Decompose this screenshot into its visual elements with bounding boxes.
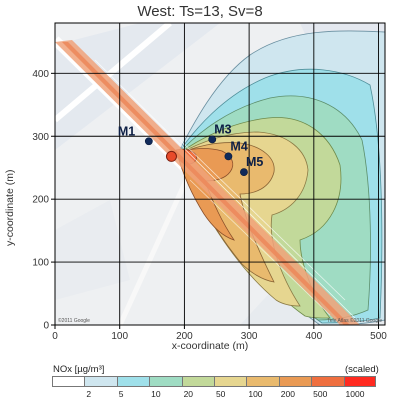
legend-tick-label: 10 bbox=[151, 389, 161, 399]
plot-frame bbox=[54, 22, 386, 326]
road bbox=[94, 59, 361, 324]
legend-swatch: 200 bbox=[278, 376, 312, 399]
legend-swatch: 500 bbox=[311, 376, 344, 399]
y-tick-label: 300 bbox=[32, 132, 49, 143]
map-layer bbox=[55, 23, 385, 325]
measurement-point-label: M1 bbox=[118, 124, 135, 138]
x-tick-label: 100 bbox=[111, 331, 128, 342]
legend-tick-label: 500 bbox=[313, 389, 328, 399]
legend-tick-label: 5 bbox=[118, 389, 124, 399]
y-axis-label: y-coordinate (m) bbox=[4, 169, 16, 246]
legend-swatch: 5 bbox=[116, 376, 150, 399]
basemap-area bbox=[55, 200, 130, 300]
map-credit: Tele Atlas ©2011 Google bbox=[327, 317, 382, 324]
measurement-points: M1 M3 M4 M5 bbox=[118, 122, 263, 177]
measurement-point bbox=[208, 135, 217, 144]
x-axis: 0 100 200 300 400 500 bbox=[52, 325, 387, 342]
road bbox=[189, 179, 331, 316]
y-axis: 0 100 200 300 400 bbox=[32, 69, 55, 332]
legend-tick-label: 100 bbox=[248, 389, 263, 399]
x-axis-label: x-coordinate (m) bbox=[171, 340, 249, 352]
legend-swatch: 10 bbox=[149, 376, 182, 399]
y-tick-label: 100 bbox=[32, 258, 49, 269]
y-tick-label: 200 bbox=[32, 195, 49, 206]
legend-tick-label: 20 bbox=[183, 389, 194, 399]
legend-tick-label: 1000 bbox=[345, 389, 365, 399]
x-tick-label: 300 bbox=[241, 331, 258, 342]
road bbox=[179, 139, 346, 301]
map-credit: ©2011 Google bbox=[58, 317, 90, 324]
x-tick-label: 200 bbox=[176, 331, 193, 342]
legend-swatch: 100 bbox=[246, 376, 279, 399]
legend-swatch: 1000 bbox=[343, 376, 376, 399]
chart-title: West: Ts=13, Sv=8 bbox=[137, 3, 263, 20]
basemap-area bbox=[55, 23, 220, 150]
road bbox=[55, 23, 172, 123]
legend-tick-label: 2 bbox=[86, 389, 92, 399]
legend-swatch: 50 bbox=[213, 376, 247, 399]
emission-source-marker bbox=[165, 150, 177, 162]
x-tick-label: 400 bbox=[305, 331, 322, 342]
legend-swatch bbox=[52, 376, 85, 387]
legend-swatch: 20 bbox=[181, 376, 214, 399]
grid-lines bbox=[54, 23, 385, 326]
legend-title: NOx [µg/m³] bbox=[53, 364, 105, 375]
legend-tick-label: 50 bbox=[215, 389, 226, 399]
measurement-point-label: M4 bbox=[230, 139, 247, 153]
road-emission-core bbox=[62, 42, 350, 325]
legend-tick-label: 200 bbox=[280, 389, 295, 399]
y-tick-label: 400 bbox=[32, 69, 49, 80]
measurement-point bbox=[224, 152, 233, 161]
measurement-point bbox=[144, 137, 153, 146]
legend-note: (scaled) bbox=[345, 364, 379, 375]
measurement-point bbox=[240, 168, 248, 177]
measurement-point-label: M3 bbox=[214, 122, 231, 136]
x-tick-label: 0 bbox=[52, 331, 58, 342]
legend-swatch: 2 bbox=[84, 376, 117, 399]
y-tick-label: 0 bbox=[43, 321, 49, 332]
measurement-point-label: M5 bbox=[246, 155, 263, 169]
color-legend: 2 5 10 20 50 100 200 500 1000 bbox=[52, 376, 376, 400]
x-tick-label: 500 bbox=[370, 331, 387, 342]
